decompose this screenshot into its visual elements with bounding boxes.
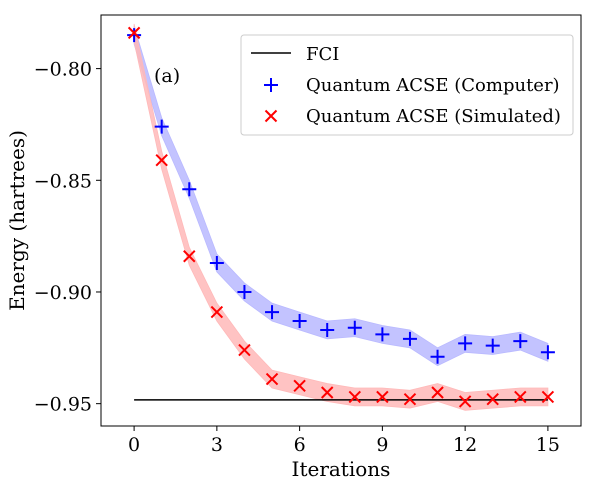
data-markers <box>127 26 555 408</box>
point-simulated-10 <box>403 392 417 406</box>
legend-x-icon <box>264 109 278 123</box>
legend: FCI Quantum ACSE (Computer) Quantum ACSE… <box>240 34 574 136</box>
confidence-bands <box>133 23 549 411</box>
point-computer-9 <box>375 327 390 342</box>
band-0 <box>133 26 549 367</box>
point-simulated-5 <box>265 372 279 386</box>
point-simulated-3 <box>210 305 224 319</box>
point-computer-10 <box>402 331 417 346</box>
band-1 <box>133 23 549 411</box>
legend-simulated-marker <box>264 109 278 123</box>
x-tick-label-9: 9 <box>376 434 388 456</box>
y-tick-label-1: −0.90 <box>34 282 92 304</box>
legend-simulated-label: Quantum ACSE (Simulated) <box>306 106 561 127</box>
point-simulated-15 <box>541 390 555 404</box>
point-computer-11 <box>430 349 445 364</box>
y-tick-label-3: −0.80 <box>34 59 92 81</box>
point-simulated-11 <box>431 386 444 399</box>
point-computer-7 <box>320 322 335 337</box>
point-simulated-8 <box>348 390 362 404</box>
point-simulated-9 <box>376 390 389 404</box>
x-tick-label-3: 3 <box>211 434 223 456</box>
point-simulated-0 <box>127 26 141 40</box>
point-simulated-6 <box>293 379 306 393</box>
point-simulated-14 <box>514 390 527 404</box>
point-computer-13 <box>485 338 500 353</box>
legend-fci-label: FCI <box>306 44 339 65</box>
point-simulated-13 <box>486 392 499 406</box>
plot-frame <box>100 14 582 427</box>
point-computer-4 <box>237 284 252 299</box>
x-tick-label-15: 15 <box>536 434 560 456</box>
point-simulated-12 <box>458 395 472 408</box>
legend-plus-icon <box>264 78 278 92</box>
point-computer-3 <box>209 255 224 270</box>
point-computer-1 <box>154 119 169 134</box>
point-computer-15 <box>540 345 555 360</box>
point-computer-5 <box>265 305 280 320</box>
x-tick-label-12: 12 <box>453 434 477 456</box>
point-simulated-4 <box>238 343 251 357</box>
point-simulated-2 <box>183 250 196 263</box>
legend-computer-marker <box>264 78 278 92</box>
legend-computer-label: Quantum ACSE (Computer) <box>306 75 560 96</box>
point-computer-14 <box>513 334 528 349</box>
point-computer-6 <box>292 314 307 329</box>
ticks: 0 3 6 9 12 15 −0.95 −0.90 −0.85 −0.80 <box>34 59 560 456</box>
axes <box>100 14 582 427</box>
legend-box <box>240 34 574 136</box>
point-computer-8 <box>347 320 362 335</box>
x-tick-label-6: 6 <box>294 434 306 456</box>
panel-annotation: (a) <box>154 65 180 87</box>
y-tick-label-0: −0.95 <box>34 394 92 416</box>
x-axis-title: Iterations <box>292 457 391 481</box>
point-simulated-1 <box>155 153 168 167</box>
point-simulated-7 <box>320 386 334 399</box>
point-computer-0 <box>127 28 142 43</box>
y-axis-title: Energy (hartrees) <box>5 130 29 311</box>
point-computer-2 <box>182 182 197 197</box>
point-computer-12 <box>458 336 473 351</box>
y-tick-label-2: −0.85 <box>34 170 92 192</box>
x-tick-label-0: 0 <box>128 434 140 456</box>
